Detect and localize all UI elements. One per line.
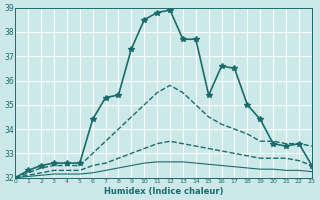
X-axis label: Humidex (Indice chaleur): Humidex (Indice chaleur) <box>104 187 223 196</box>
